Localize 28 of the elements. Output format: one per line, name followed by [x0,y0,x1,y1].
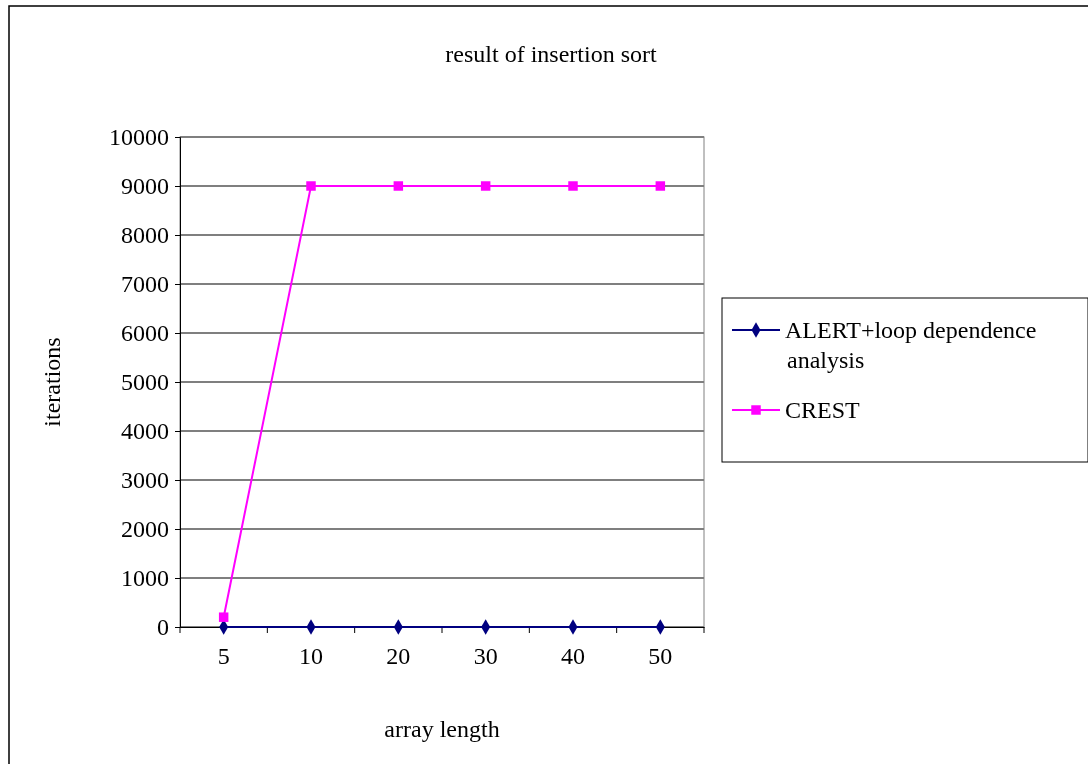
legend-label: CREST [785,397,861,423]
y-tick-label: 9000 [121,173,169,200]
y-tick-label: 1000 [121,565,169,592]
y-axis-title: iterations [39,337,65,427]
y-tick-label: 7000 [121,271,169,298]
y-tick-label: 0 [157,614,169,641]
chart-title: result of insertion sort [445,41,657,67]
y-tick-label: 5000 [121,369,169,396]
point [393,181,404,191]
point [480,181,491,191]
x-tick-label: 40 [561,643,585,670]
x-tick-label: 20 [386,643,411,670]
y-tick-label: 4000 [121,418,169,445]
point [218,612,229,622]
legend-label: ALERT+loop dependence analysis [785,317,1037,373]
y-tick-label: 6000 [121,320,169,347]
y-tick-label: 8000 [121,222,169,249]
x-axis-title: array length [384,716,500,742]
point [306,181,316,191]
x-tick-label: 30 [473,643,498,670]
x-tick-label: 50 [648,643,673,670]
point [568,181,578,191]
x-tick-label: 5 [217,643,230,670]
y-tick-label: 2000 [121,516,169,543]
x-tick-label: 10 [299,643,323,670]
point [655,181,666,191]
y-tick-label: 3000 [121,467,169,494]
y-tick-label: 10000 [109,124,169,151]
